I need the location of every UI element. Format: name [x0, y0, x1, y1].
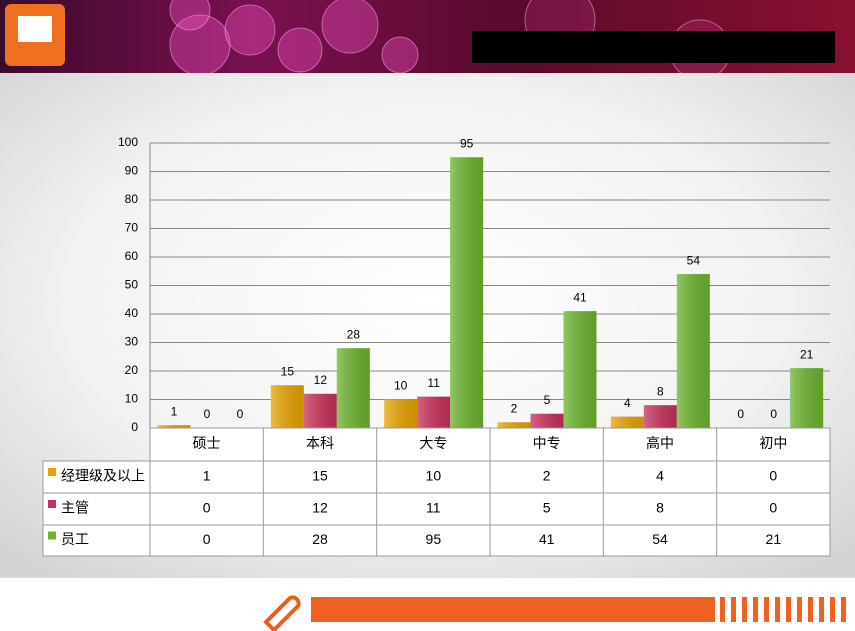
legend-swatch	[48, 500, 56, 508]
data-label: 0	[204, 407, 211, 421]
bar-shade	[530, 413, 564, 428]
footer-stripes	[720, 597, 846, 622]
bar-shade	[676, 274, 710, 428]
data-label: 41	[573, 290, 587, 304]
legend-label: 经理级及以上	[61, 468, 145, 484]
app-icon-glyph	[18, 16, 52, 42]
data-label: 12	[314, 373, 328, 387]
table-cell: 28	[312, 531, 328, 547]
data-label: 5	[544, 393, 551, 407]
redacted-title	[472, 31, 835, 63]
bar-shade	[450, 157, 484, 428]
table-cell: 54	[652, 531, 668, 547]
bar-shade	[497, 422, 531, 428]
y-tick-label: 0	[131, 420, 138, 434]
data-label: 4	[624, 396, 631, 410]
table-cell: 21	[766, 531, 782, 547]
table-cell: 10	[426, 468, 442, 484]
table-cell: 11	[426, 500, 441, 516]
bar-shade	[790, 368, 824, 428]
bar-shade	[270, 385, 304, 428]
x-tick-label: 硕士	[193, 435, 221, 451]
data-label: 10	[394, 379, 408, 393]
data-label: 8	[657, 384, 664, 398]
table-cell: 0	[769, 468, 777, 484]
bar-shade	[417, 396, 451, 428]
data-label: 2	[511, 401, 518, 415]
table-cell: 2	[543, 468, 551, 484]
x-tick-label: 初中	[759, 435, 787, 451]
table-cell: 41	[539, 531, 555, 547]
data-label: 0	[770, 407, 777, 421]
table-cell: 5	[543, 500, 551, 516]
y-tick-label: 10	[125, 392, 139, 406]
data-label: 0	[737, 407, 744, 421]
y-tick-label: 20	[125, 363, 139, 377]
y-tick-label: 30	[125, 335, 139, 349]
bar-shade	[563, 311, 597, 428]
table-cell: 8	[656, 500, 664, 516]
data-label: 11	[427, 376, 440, 390]
data-label: 21	[800, 347, 814, 361]
y-tick-label: 100	[118, 135, 138, 149]
bar-shade	[336, 348, 370, 428]
y-tick-label: 90	[125, 164, 139, 178]
legend-label: 主管	[61, 500, 89, 516]
table-cell: 12	[312, 500, 328, 516]
table-legend-bg	[42, 460, 151, 557]
x-tick-label: 本科	[306, 435, 334, 451]
x-tick-label: 大专	[419, 435, 447, 451]
data-label: 95	[460, 136, 474, 150]
y-tick-label: 70	[125, 221, 139, 235]
bar-shade	[303, 393, 337, 428]
table-cell: 15	[312, 468, 328, 484]
bar-shade	[610, 416, 644, 428]
bar-shade	[157, 425, 191, 428]
bar-shade	[384, 399, 418, 428]
y-tick-label: 60	[125, 249, 139, 263]
legend-swatch	[48, 468, 56, 476]
table-cell: 0	[769, 500, 777, 516]
table-cell: 1	[203, 468, 211, 484]
y-tick-label: 80	[125, 192, 139, 206]
legend-label: 员工	[61, 531, 89, 547]
legend-swatch	[48, 531, 56, 540]
table-cell: 95	[426, 531, 442, 547]
y-tick-label: 50	[125, 278, 139, 292]
table-cell: 4	[656, 468, 664, 484]
footer-bar	[311, 597, 715, 622]
pencil-icon	[263, 595, 301, 631]
data-label: 1	[171, 404, 178, 418]
data-label: 15	[281, 364, 295, 378]
y-tick-label: 40	[125, 306, 139, 320]
x-tick-label: 高中	[646, 435, 674, 451]
table-cell: 0	[203, 531, 211, 547]
data-label: 54	[687, 253, 701, 267]
data-label: 28	[347, 327, 361, 341]
x-tick-label: 中专	[533, 435, 561, 451]
table-cell: 0	[203, 500, 211, 516]
bar-shade	[643, 405, 677, 428]
data-label: 0	[237, 407, 244, 421]
